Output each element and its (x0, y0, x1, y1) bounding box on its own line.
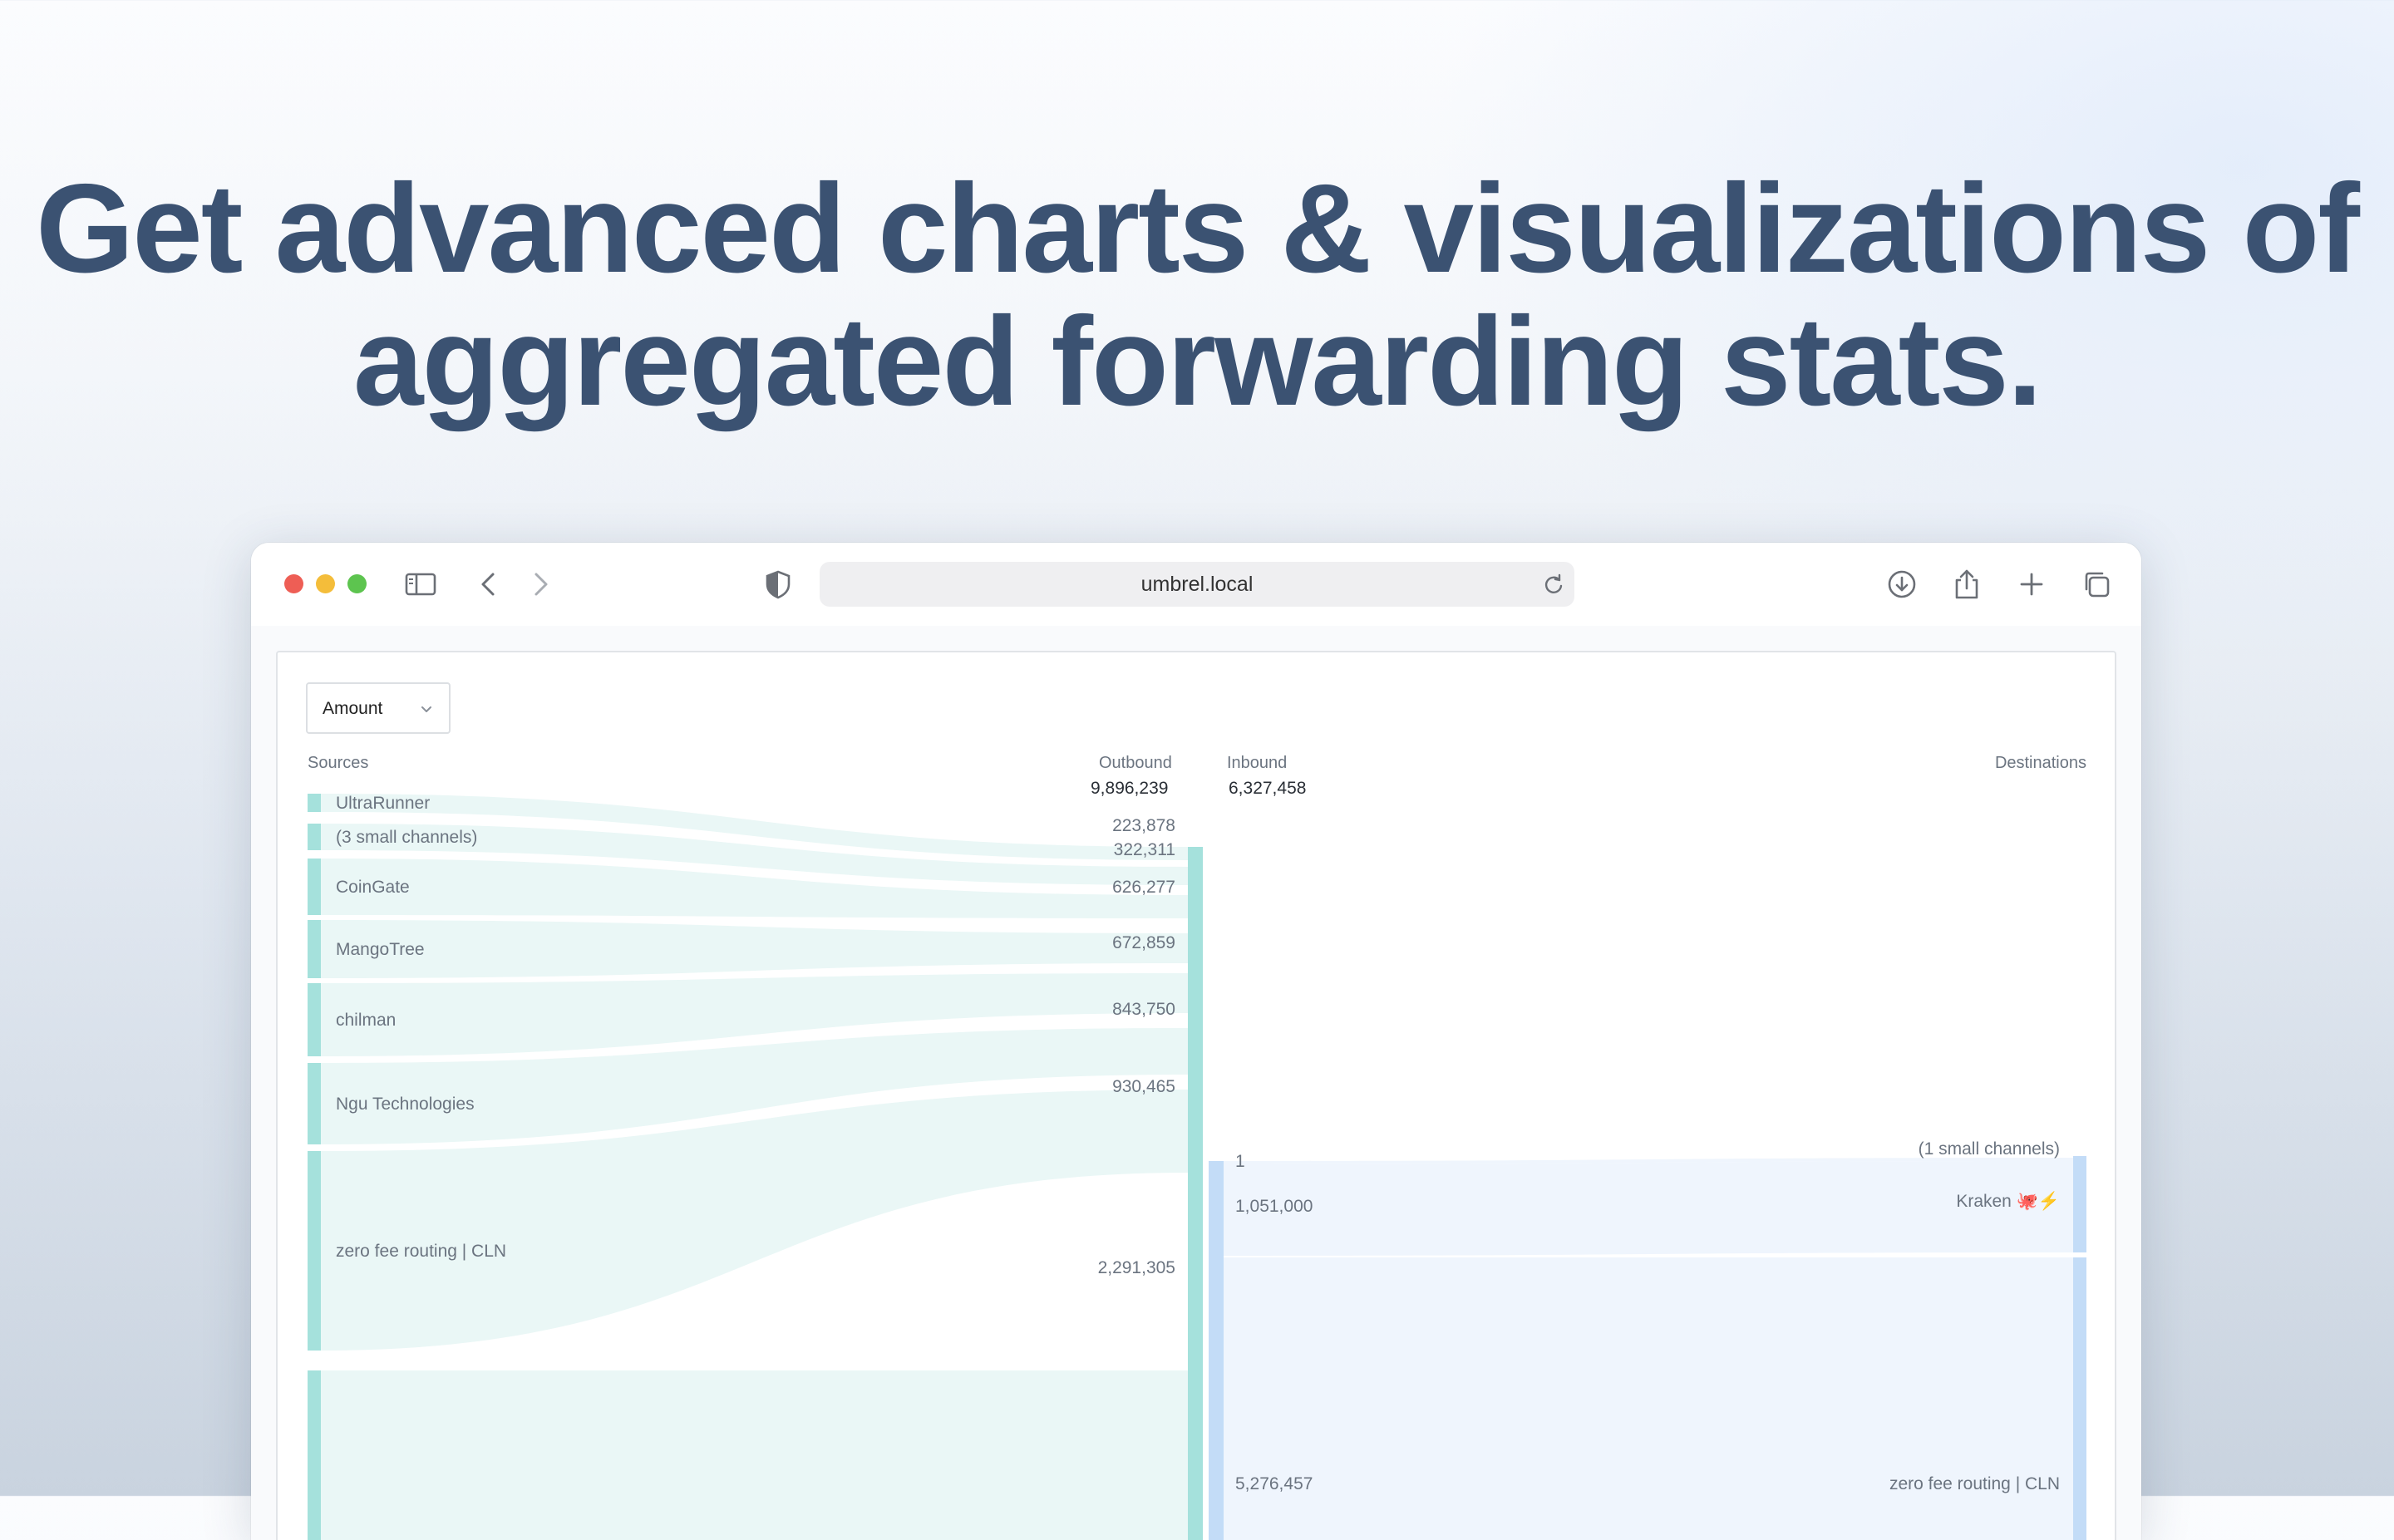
tabs-icon[interactable] (2080, 568, 2113, 601)
sources-header: Sources (308, 754, 369, 772)
maximize-window-button[interactable] (347, 574, 367, 593)
metric-select-value: Amount (323, 699, 383, 718)
address-bar[interactable]: umbrel.local (820, 562, 1574, 607)
inbound-total: 6,327,458 (1229, 779, 1307, 798)
source-value-label: 223,878 (1112, 816, 1175, 835)
source-node-bar[interactable] (308, 1370, 321, 1540)
share-icon[interactable] (1950, 568, 1983, 601)
source-value-label: 843,750 (1112, 1000, 1175, 1019)
close-window-button[interactable] (284, 574, 303, 593)
destination-node-label: Kraken 🐙⚡ (1956, 1190, 2060, 1212)
source-flow (321, 824, 1188, 885)
source-node-bar[interactable] (308, 920, 321, 978)
source-flow (321, 973, 1188, 1056)
source-node-bar[interactable] (308, 794, 321, 812)
url-text: umbrel.local (1140, 573, 1254, 596)
source-node-bar[interactable] (308, 824, 321, 850)
headline-line-2: aggregated forwarding stats. (352, 291, 2042, 432)
source-flows (321, 794, 1188, 1540)
source-flow (321, 859, 1188, 918)
source-node-bar[interactable] (308, 983, 321, 1056)
destination-flows (1224, 1158, 2073, 1540)
source-flow (321, 1090, 1188, 1351)
destination-node-bar[interactable] (2073, 1156, 2086, 1249)
source-flow (321, 1370, 1188, 1540)
source-node-label: chilman (336, 1011, 396, 1030)
browser-window: umbrel.local Amount Sources Outbound Inb… (251, 543, 2141, 1540)
destination-flow (1224, 1257, 2073, 1540)
outbound-node-bar (1188, 847, 1203, 1540)
destination-flow (1224, 1161, 2073, 1256)
source-node-label: CoinGate (336, 878, 410, 897)
destination-node-label: (1 small channels) (1919, 1139, 2060, 1159)
destinations-header: Destinations (1994, 754, 2086, 772)
source-node-bar[interactable] (308, 859, 321, 915)
outbound-header: Outbound (1099, 754, 1172, 772)
back-icon[interactable] (472, 568, 505, 601)
forward-icon[interactable] (524, 568, 557, 601)
outbound-total: 9,896,239 (1091, 779, 1169, 798)
browser-toolbar: umbrel.local (251, 543, 2141, 626)
headline-line-1: Get advanced charts & visualizations of (36, 158, 2360, 299)
destination-node-label: zero fee routing | CLN (1889, 1474, 2060, 1493)
destination-nodes: (1 small channels) 1 Kraken 🐙⚡ 1,051,000 zer… (1235, 1139, 2086, 1540)
source-node-bar[interactable] (308, 1063, 321, 1144)
minimize-window-button[interactable] (316, 574, 335, 593)
new-tab-icon[interactable] (2015, 568, 2048, 601)
source-node-label: (3 small channels) (336, 828, 477, 847)
source-node-label: zero fee routing | CLN (336, 1242, 506, 1261)
destination-node-bar[interactable] (2073, 1257, 2086, 1540)
source-value-label: 2,291,305 (1098, 1258, 1175, 1277)
shield-icon[interactable] (761, 568, 795, 601)
source-node-label: MangoTree (336, 940, 425, 959)
source-value-label: 626,277 (1112, 878, 1175, 897)
source-value-label: 930,465 (1112, 1077, 1175, 1096)
inbound-node-bar (1209, 1161, 1224, 1540)
source-flow (321, 920, 1188, 978)
chevron-down-icon (419, 702, 434, 717)
source-node-bar[interactable] (308, 1151, 321, 1351)
inbound-header: Inbound (1227, 754, 1288, 772)
download-icon[interactable] (1885, 568, 1919, 601)
source-nodes: UltraRunner 223,878 (3 small channels) 322,… (308, 794, 1175, 1540)
source-node-label: Ngu Technologies (336, 1095, 475, 1114)
source-node-label: UltraRunner (336, 794, 430, 813)
destination-value-label: 1,051,000 (1235, 1197, 1313, 1216)
sidebar-icon[interactable] (404, 568, 437, 601)
destination-value-label: 5,276,457 (1235, 1474, 1313, 1493)
source-flow (321, 794, 1188, 860)
destination-value-label: 1 (1235, 1152, 1245, 1171)
headline: Get advanced charts & visualizations of … (0, 162, 2394, 428)
source-value-label: 322,311 (1114, 840, 1175, 859)
source-value-label: 672,859 (1112, 933, 1175, 952)
destination-flow (1224, 1158, 2073, 1164)
reload-icon[interactable] (1541, 572, 1566, 597)
sankey-chart: UltraRunner 223,878 (3 small channels) 322,… (308, 794, 2086, 1540)
stats-panel: Amount Sources Outbound Inbound Destinat… (276, 651, 2116, 1540)
source-flow (321, 1028, 1188, 1144)
metric-select[interactable]: Amount (306, 682, 451, 734)
